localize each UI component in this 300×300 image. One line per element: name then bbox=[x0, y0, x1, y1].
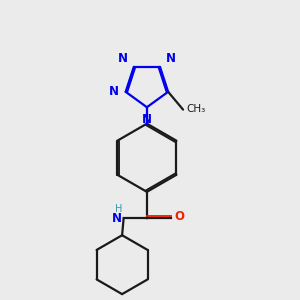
Text: N: N bbox=[166, 52, 176, 65]
Text: N: N bbox=[142, 113, 152, 126]
Text: N: N bbox=[118, 52, 128, 65]
Text: CH₃: CH₃ bbox=[186, 104, 206, 114]
Text: H: H bbox=[115, 205, 122, 214]
Text: N: N bbox=[109, 85, 119, 98]
Text: N: N bbox=[112, 212, 122, 225]
Text: O: O bbox=[175, 210, 185, 223]
